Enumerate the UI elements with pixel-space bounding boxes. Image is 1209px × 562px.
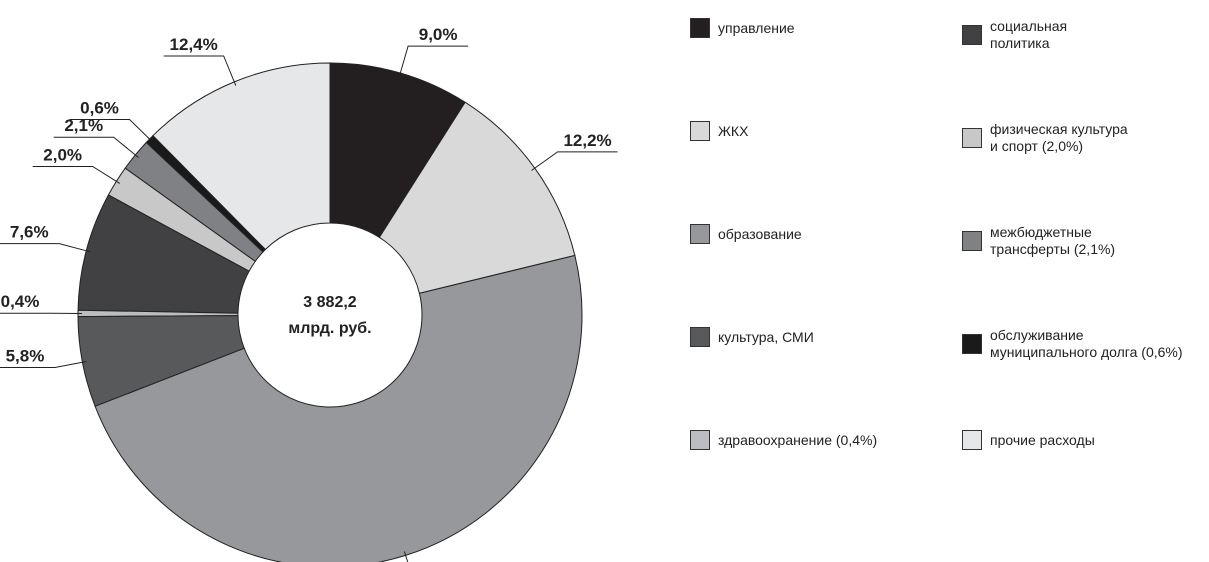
leader-line (398, 45, 469, 77)
donut-slice (329, 62, 466, 239)
donut-slice (107, 167, 256, 272)
legend-label: образование (718, 225, 802, 242)
legend-item: здравоохранение (0,4%) (690, 430, 877, 450)
value-label: 2,0% (43, 145, 82, 164)
legend-swatch (962, 25, 982, 45)
legend-swatch (962, 231, 982, 251)
value-label: 5,8% (6, 346, 45, 365)
value-label: 12,2% (563, 131, 611, 150)
donut-slice (77, 315, 245, 407)
donut-slice (77, 194, 250, 314)
center-label: млрд. руб. (288, 320, 371, 337)
legend-label: обслуживание муниципального долга (0,6%) (990, 327, 1183, 360)
legend-swatch (962, 430, 982, 450)
leader-line (32, 165, 121, 184)
leader-line (531, 151, 618, 171)
legend-swatch (690, 224, 710, 244)
legend-label: социальная политика (990, 18, 1068, 51)
donut-slice (124, 141, 264, 263)
donut-slice (152, 62, 331, 251)
legend-label: прочие расходы (990, 431, 1095, 448)
legend-swatch (690, 430, 710, 450)
leader-line (69, 119, 153, 143)
legend-item: прочие расходы (962, 430, 1095, 450)
value-label: 0,4% (1, 292, 40, 311)
leader-line (53, 136, 139, 158)
value-label: 2,1% (64, 116, 103, 135)
legend-label: физическая культура и спорт (2,0%) (990, 121, 1128, 154)
value-label: 12,4% (170, 35, 218, 54)
value-label: 7,6% (10, 223, 49, 242)
legend-swatch (690, 18, 710, 38)
legend-item: социальная политика (962, 18, 1067, 52)
legend-item: культура, СМИ (690, 327, 814, 347)
donut-slice (378, 101, 576, 294)
donut-slice (94, 254, 583, 562)
legend-label: ЖКХ (718, 122, 749, 139)
donut-area: 3 882,2 млрд. руб. 9,0%12,2%47,9%5,8%0,4… (0, 25, 618, 562)
legend-item: межбюджетные трансферты (2,1%) (962, 224, 1115, 258)
leader-line (0, 360, 87, 368)
legend-label: здравоохранение (0,4%) (718, 431, 878, 448)
legend-item: образование (690, 224, 802, 244)
center-label: 3 882,2 (303, 294, 356, 311)
value-label: 9,0% (419, 25, 458, 44)
legend-swatch (690, 327, 710, 347)
legend-swatch (690, 121, 710, 141)
value-label: 0,6% (80, 99, 119, 118)
legend-label: межбюджетные трансферты (2,1%) (990, 224, 1116, 257)
leader-line (0, 243, 91, 253)
legend-label: управление (718, 19, 795, 36)
legend-swatch (962, 334, 982, 354)
legend-item: управление (690, 18, 795, 38)
legend-item: обслуживание муниципального долга (0,6%) (962, 327, 1183, 361)
legend-item: ЖКХ (690, 121, 748, 141)
leader-line (163, 55, 237, 86)
legend-label: культура, СМИ (718, 328, 814, 345)
legend-swatch (962, 128, 982, 148)
legend-item: физическая культура и спорт (2,0%) (962, 121, 1128, 155)
